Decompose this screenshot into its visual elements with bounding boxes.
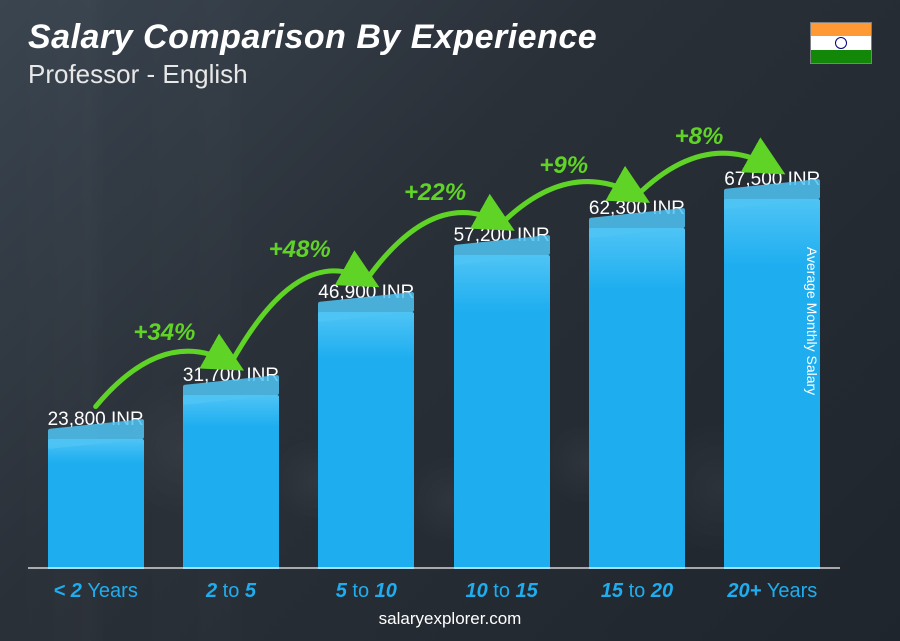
bar-x-label: 10 to 15 — [465, 580, 537, 603]
bar — [454, 255, 550, 569]
bar-group: 62,300 INR15 to 20 — [569, 110, 704, 569]
growth-pct-label: +34% — [133, 319, 195, 347]
chart-subtitle: Professor - English — [28, 59, 872, 90]
bar-x-label: 20+ Years — [727, 580, 817, 603]
flag-stripe-bot — [811, 50, 871, 63]
x-axis-line — [28, 567, 840, 569]
flag-stripe-top — [811, 23, 871, 36]
bar — [183, 395, 279, 569]
bar — [589, 228, 685, 569]
chart-title: Salary Comparison By Experience — [28, 18, 872, 57]
bar-x-label: < 2 Years — [53, 580, 137, 603]
bar — [48, 439, 144, 569]
footer-source: salaryexplorer.com — [0, 609, 900, 629]
header: Salary Comparison By Experience Professo… — [28, 18, 872, 90]
main-container: Salary Comparison By Experience Professo… — [0, 0, 900, 641]
chart-area: 23,800 INR< 2 Years31,700 INR2 to 546,90… — [28, 110, 840, 569]
growth-pct-label: +22% — [404, 179, 466, 207]
growth-pct-label: +9% — [539, 152, 588, 180]
bar-x-label: 2 to 5 — [206, 580, 256, 603]
flag-stripe-mid — [811, 36, 871, 49]
growth-pct-label: +8% — [675, 123, 724, 151]
bar-x-label: 15 to 20 — [601, 580, 673, 603]
growth-pct-label: +48% — [269, 236, 331, 264]
flag-wheel-icon — [835, 37, 847, 49]
bar-x-label: 5 to 10 — [336, 580, 397, 603]
country-flag-india — [810, 22, 872, 64]
y-axis-label: Average Monthly Salary — [804, 246, 820, 394]
bar — [318, 312, 414, 569]
